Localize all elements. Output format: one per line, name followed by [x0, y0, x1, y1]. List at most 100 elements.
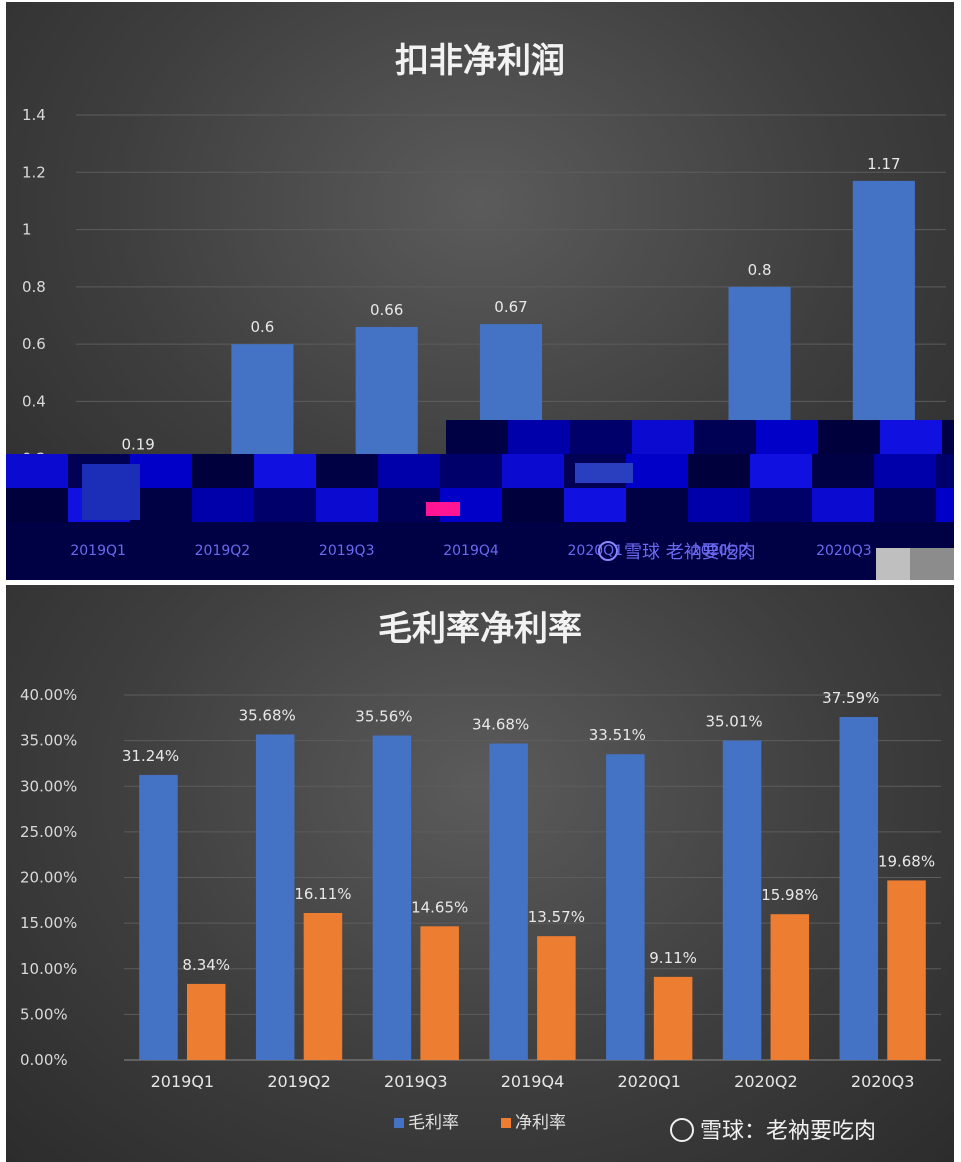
y-tick-label: 0.6 [22, 335, 46, 353]
y-tick-label: 10.00% [20, 960, 77, 978]
y-tick-label: 35.00% [20, 732, 77, 750]
corrupted-block [936, 488, 954, 522]
corrupted-bar-fragment [575, 463, 633, 483]
gridlines [124, 694, 941, 1061]
x-tick-label: 2019Q2 [195, 543, 251, 559]
watermark-glitched: 雪球 老衲要吃肉 [598, 541, 756, 563]
corrupted-block [564, 488, 626, 522]
corrupted-block [254, 488, 316, 522]
corrupted-bar-fragment [82, 464, 140, 520]
x-tick-label: 2019Q3 [319, 543, 375, 559]
corrupted-block [502, 454, 564, 488]
corrupted-block [130, 454, 192, 488]
legend-label-gross: 毛利率 [408, 1113, 459, 1133]
data-labels: 31.24% 35.68% 35.56% 34.68% 33.51% 35.01% 37.5… [122, 689, 935, 974]
corrupted-block [316, 488, 378, 522]
data-label: 16.11% [294, 885, 351, 903]
corrupted-block [910, 548, 954, 580]
margin-chart-svg: 毛利率净利率 0.00%5.00%10.00%15.00%20.00%25.00… [20, 609, 941, 1144]
bar-gross-margin [255, 734, 295, 1060]
corrupted-block [378, 454, 440, 488]
watermark-text: 雪球 老衲要吃肉 [624, 542, 756, 563]
data-label: 37.59% [822, 689, 879, 707]
x-tick-label: 2019Q1 [151, 1072, 215, 1091]
x-tick-label: 2020Q3 [816, 543, 872, 559]
bar-net-margin [420, 926, 459, 1060]
x-tick-label: 2020Q3 [851, 1072, 915, 1091]
data-label: 0.66 [370, 301, 403, 319]
corrupted-block [750, 454, 812, 488]
x-axis-ticks: 2019Q1 2019Q2 2019Q3 2019Q4 2020Q1 2020Q2 2020… [70, 543, 871, 559]
corrupted-block [440, 454, 502, 488]
corrupted-block [936, 454, 954, 488]
y-tick-label: 20.00% [20, 869, 77, 887]
data-label: 35.68% [239, 706, 296, 724]
corrupted-block [694, 420, 756, 454]
bar-net-margin [653, 976, 693, 1060]
bar-gross-margin [722, 740, 762, 1060]
corrupted-block [6, 522, 954, 580]
corrupted-block [626, 454, 688, 488]
data-label: 8.34% [182, 956, 230, 974]
corrupted-block [316, 454, 378, 488]
bar-net-margin [303, 912, 343, 1060]
corrupted-block [688, 488, 750, 522]
bar-net-margin [770, 914, 810, 1060]
data-label: 14.65% [411, 898, 468, 916]
corrupted-block [756, 420, 818, 454]
y-tick-label: 0.4 [22, 392, 46, 410]
x-tick-label: 2019Q4 [443, 543, 499, 559]
data-label: 19.68% [878, 852, 935, 870]
snowball-icon [670, 1118, 694, 1142]
data-label: 0.8 [748, 261, 772, 279]
data-label: 31.24% [122, 747, 179, 765]
y-tick-label: 25.00% [20, 823, 77, 841]
bar-net-margin [887, 880, 926, 1060]
y-tick-label: 1 [22, 221, 32, 239]
y-tick-label: 5.00% [20, 1005, 68, 1023]
corrupted-block [6, 488, 68, 522]
bar-gross-margin [606, 754, 645, 1060]
data-label: 1.17 [867, 155, 900, 173]
data-label: 9.11% [649, 949, 697, 967]
net-profit-chart: 扣非净利润 00.20.40.60.811.21.4 0.190.60.660.… [6, 2, 954, 580]
x-tick-label: 2020Q2 [734, 1072, 798, 1091]
corrupted-block [570, 420, 632, 454]
y-tick-label: 30.00% [20, 777, 77, 795]
y-tick-label: 0.00% [20, 1051, 68, 1069]
y-tick-label: 1.4 [22, 106, 46, 124]
bar-gross-margin [139, 774, 178, 1060]
data-label: 0.19 [121, 436, 154, 454]
x-tick-label: 2019Q3 [384, 1072, 448, 1091]
corrupted-block [626, 488, 688, 522]
corrupted-block [812, 454, 874, 488]
legend-swatch-net [501, 1118, 511, 1128]
x-tick-label: 2020Q2 [692, 543, 748, 559]
bar-net-margin [537, 936, 576, 1060]
x-tick-label: 2020Q1 [617, 1072, 681, 1091]
corrupted-block [874, 454, 936, 488]
data-label: 0.67 [494, 298, 527, 316]
corrupted-block [446, 420, 508, 454]
corrupted-block [6, 454, 68, 488]
corrupted-block [688, 454, 750, 488]
x-tick-label: 2019Q2 [267, 1072, 331, 1091]
data-label: 13.57% [528, 908, 585, 926]
corrupted-block [874, 488, 936, 522]
corrupted-block [192, 488, 254, 522]
corrupted-block [812, 488, 874, 522]
y-axis-ticks: 00.20.40.60.811.21.4 [22, 106, 46, 525]
net-profit-chart-svg: 扣非净利润 00.20.40.60.811.21.4 0.190.60.660.… [6, 41, 954, 580]
snowball-icon [598, 541, 618, 561]
y-tick-label: 40.00% [20, 686, 77, 704]
corrupted-block [942, 420, 954, 454]
y-tick-label: 15.00% [20, 914, 77, 932]
x-tick-label: 2019Q1 [70, 543, 126, 559]
legend: 毛利率 净利率 [394, 1113, 566, 1133]
bar-net-margin [186, 983, 226, 1060]
corrupted-region [6, 420, 954, 580]
corrupted-block [192, 454, 254, 488]
y-tick-label: 1.2 [22, 163, 46, 181]
corrupted-block [880, 420, 942, 454]
data-label: 33.51% [589, 726, 646, 744]
